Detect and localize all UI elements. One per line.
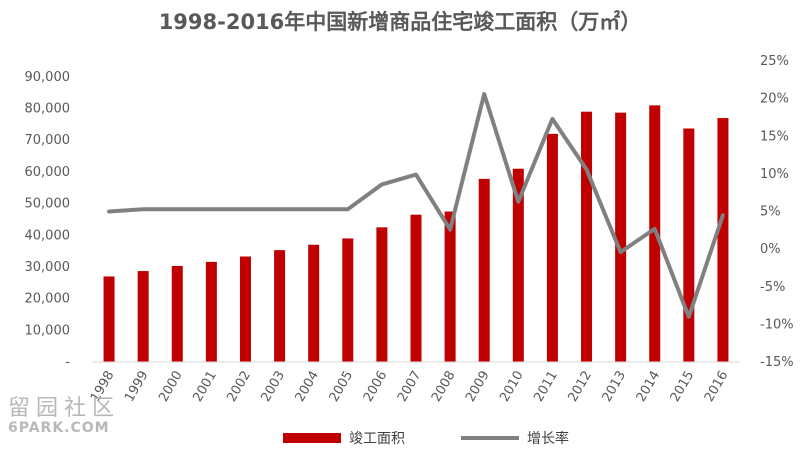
bar — [410, 214, 422, 362]
legend: 竣工面积 增长率 — [283, 430, 569, 447]
x-tick-label: 2010 — [497, 369, 527, 405]
bar — [444, 211, 456, 362]
bar — [546, 133, 558, 362]
x-tick-label: 2013 — [600, 369, 630, 405]
legend-label-bar: 竣工面积 — [349, 431, 405, 447]
bar — [137, 271, 149, 362]
legend-label-line: 增长率 — [527, 430, 569, 447]
x-axis-ticks: 1998 1999 2000 2001 2002 2003 2004 2005 2006 2007… — [88, 369, 731, 405]
right-tick-label: -5% — [760, 280, 785, 295]
left-tick-label: 10,000 — [25, 323, 71, 338]
left-tick-label: 80,000 — [25, 102, 71, 117]
left-tick-label: - — [65, 355, 70, 370]
left-tick-label: 20,000 — [25, 292, 71, 307]
x-tick-label: 2011 — [531, 369, 561, 405]
bar — [478, 178, 490, 362]
x-tick-label: 2015 — [668, 369, 698, 405]
right-tick-label: 20% — [760, 92, 789, 107]
bar — [342, 238, 354, 362]
bar — [308, 244, 320, 362]
bar — [239, 256, 251, 362]
right-tick-label: 0% — [760, 242, 781, 257]
growth-line-series — [107, 92, 725, 319]
x-tick-label: 1999 — [122, 369, 152, 405]
x-tick-label: 2000 — [156, 369, 186, 405]
bar — [103, 276, 115, 362]
left-tick-label: 60,000 — [25, 165, 71, 180]
watermark: 留园社区 6PARK.COM — [8, 390, 120, 436]
legend-swatch-bar — [283, 433, 341, 443]
right-tick-label: 15% — [760, 129, 789, 144]
bar — [615, 112, 627, 362]
left-tick-label: 40,000 — [25, 228, 71, 243]
x-tick-label: 2014 — [634, 369, 664, 405]
right-tick-label: 5% — [760, 205, 781, 220]
bar-series — [103, 105, 729, 363]
x-tick-label: 2012 — [565, 369, 595, 405]
x-tick-label: 2009 — [463, 369, 493, 405]
chart-title: 1998-2016年中国新增商品住宅竣工面积（万㎡） — [158, 10, 642, 34]
left-axis-ticks: - 10,000 20,000 30,000 40,000 50,000 60,000 70,… — [25, 70, 71, 370]
bar — [274, 250, 286, 362]
right-tick-label: 10% — [760, 167, 789, 182]
bar — [171, 265, 183, 362]
right-axis-ticks: -15% -10% -5% 0% 5% 10% 15% 20% 25% — [760, 54, 794, 370]
x-tick-label: 2008 — [429, 369, 459, 405]
bar — [512, 168, 524, 362]
left-tick-label: 70,000 — [25, 133, 71, 148]
bar — [205, 261, 217, 362]
watermark-english: 6PARK.COM — [8, 420, 110, 436]
right-tick-label: -10% — [760, 317, 794, 332]
bar — [376, 227, 388, 362]
left-tick-label: 50,000 — [25, 197, 71, 212]
x-tick-label: 2002 — [224, 369, 254, 405]
watermark-chinese: 留园社区 — [8, 396, 121, 421]
x-tick-label: 2001 — [190, 369, 220, 405]
x-tick-label: 2004 — [293, 369, 323, 405]
x-tick-label: 2006 — [361, 369, 391, 405]
right-tick-label: -15% — [760, 355, 794, 370]
x-tick-label: 2007 — [395, 369, 425, 405]
x-tick-label: 2016 — [702, 369, 732, 405]
right-tick-label: 25% — [760, 54, 789, 69]
left-tick-label: 90,000 — [25, 70, 71, 85]
bar — [581, 111, 593, 363]
x-tick-label: 2003 — [259, 369, 289, 405]
bar — [683, 128, 695, 362]
bar — [717, 118, 729, 362]
x-tick-label: 2005 — [327, 369, 357, 405]
left-tick-label: 30,000 — [25, 260, 71, 275]
growth-line — [107, 92, 725, 319]
